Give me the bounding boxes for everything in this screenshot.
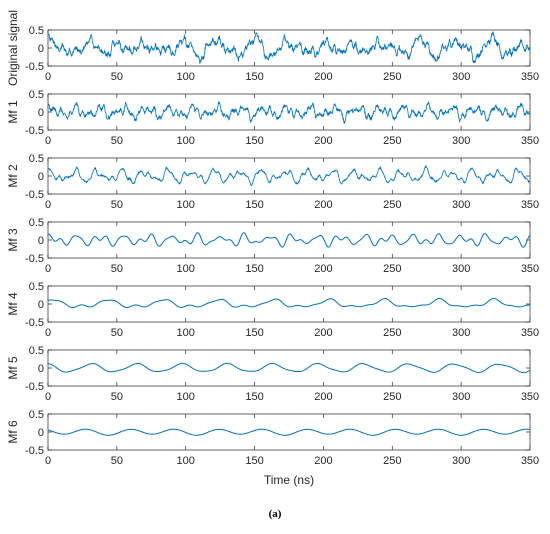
y-tick-label: -0.5: [25, 125, 44, 137]
x-tick-label: 250: [383, 135, 401, 147]
panel-7-series-line: [47, 428, 531, 436]
x-tick-label: 0: [45, 135, 51, 147]
x-tick-label: 50: [111, 71, 123, 83]
panel-4-series-line: [47, 232, 531, 248]
x-tick-label: 300: [452, 199, 470, 211]
x-tick-label: 0: [45, 71, 51, 83]
x-tick-label: 200: [314, 263, 332, 275]
x-tick-label: 250: [383, 263, 401, 275]
x-tick-label: 100: [177, 455, 195, 467]
x-tick-label: 150: [245, 71, 263, 83]
x-tick-label: 350: [521, 135, 539, 147]
x-tick-label: 100: [177, 199, 195, 211]
y-tick-label: -0.5: [25, 253, 44, 265]
panel-6-ylabel: Mf 5: [6, 356, 20, 380]
x-tick-label: 150: [245, 199, 263, 211]
y-tick-label: 0: [38, 299, 44, 311]
y-tick-label: -0.5: [25, 445, 44, 457]
x-tick-label: 200: [314, 327, 332, 339]
x-tick-label: 0: [45, 263, 51, 275]
x-tick-label: 100: [177, 135, 195, 147]
panel-5-ylabel: Mf 4: [6, 292, 20, 316]
panel-2-ylabel: Mf 1: [6, 100, 20, 124]
y-tick-label: 0.5: [29, 281, 44, 293]
panel-1-ylabel: Original signal: [6, 10, 20, 86]
x-tick-label: 200: [314, 135, 332, 147]
x-tick-label: 300: [452, 327, 470, 339]
x-tick-label: 0: [45, 327, 51, 339]
x-tick-label: 150: [245, 455, 263, 467]
figure-caption: (a): [268, 508, 282, 520]
y-tick-label: 0: [38, 107, 44, 119]
y-tick-label: 0.5: [29, 409, 44, 421]
panel-6-axes: [47, 349, 531, 387]
x-tick-label: 350: [521, 391, 539, 403]
x-tick-label: 0: [45, 391, 51, 403]
y-tick-label: 0: [38, 363, 44, 375]
x-tick-label: 50: [111, 391, 123, 403]
y-tick-label: -0.5: [25, 61, 44, 73]
panel-2-series-line: [47, 100, 531, 125]
x-tick-label: 300: [452, 263, 470, 275]
x-tick-label: 100: [177, 391, 195, 403]
x-tick-label: 250: [383, 391, 401, 403]
panel-6-series-line: [47, 362, 531, 374]
x-tick-label: 350: [521, 71, 539, 83]
x-tick-label: 50: [111, 263, 123, 275]
panel-5-series-line: [47, 297, 531, 309]
x-tick-label: 300: [452, 391, 470, 403]
panel-4-ylabel: Mf 3: [6, 228, 20, 252]
y-tick-label: -0.5: [25, 381, 44, 393]
panel-3-ylabel: Mf 2: [6, 164, 20, 188]
x-tick-label: 350: [521, 199, 539, 211]
x-tick-label: 100: [177, 71, 195, 83]
x-tick-label: 150: [245, 391, 263, 403]
x-tick-label: 150: [245, 263, 263, 275]
x-tick-label: 300: [452, 71, 470, 83]
x-tick-label: 150: [245, 135, 263, 147]
x-tick-label: 200: [314, 71, 332, 83]
x-tick-label: 200: [314, 391, 332, 403]
y-tick-label: 0: [38, 171, 44, 183]
panel-7-ylabel: Mf 6: [6, 420, 20, 444]
x-tick-label: 250: [383, 455, 401, 467]
x-tick-label: 100: [177, 327, 195, 339]
x-tick-label: 250: [383, 71, 401, 83]
y-tick-label: -0.5: [25, 317, 44, 329]
x-tick-label: 100: [177, 263, 195, 275]
x-tick-label: 0: [45, 199, 51, 211]
x-tick-label: 350: [521, 327, 539, 339]
x-tick-label: 200: [314, 199, 332, 211]
y-tick-label: 0: [38, 43, 44, 55]
x-tick-label: 300: [452, 455, 470, 467]
x-tick-label: 350: [521, 263, 539, 275]
y-tick-label: 0.5: [29, 217, 44, 229]
panel-1-series-line: [47, 31, 531, 64]
y-tick-label: 0: [38, 235, 44, 247]
x-tick-label: 50: [111, 199, 123, 211]
x-tick-label: 250: [383, 199, 401, 211]
y-tick-label: 0.5: [29, 25, 44, 37]
panel-3-series-line: [47, 165, 531, 187]
y-tick-label: 0.5: [29, 345, 44, 357]
y-tick-label: 0: [38, 427, 44, 439]
panel-4-axes: [47, 221, 531, 259]
y-tick-label: 0.5: [29, 153, 44, 165]
x-tick-label: 200: [314, 455, 332, 467]
x-tick-label: 50: [111, 455, 123, 467]
x-tick-label: 250: [383, 327, 401, 339]
x-tick-label: 350: [521, 455, 539, 467]
x-tick-label: 150: [245, 327, 263, 339]
x-axis-label: Time (ns): [264, 473, 314, 487]
y-tick-label: 0.5: [29, 89, 44, 101]
panel-3-axes: [47, 157, 531, 195]
x-tick-label: 0: [45, 455, 51, 467]
x-tick-label: 50: [111, 135, 123, 147]
x-tick-label: 300: [452, 135, 470, 147]
y-tick-label: -0.5: [25, 189, 44, 201]
x-tick-label: 50: [111, 327, 123, 339]
